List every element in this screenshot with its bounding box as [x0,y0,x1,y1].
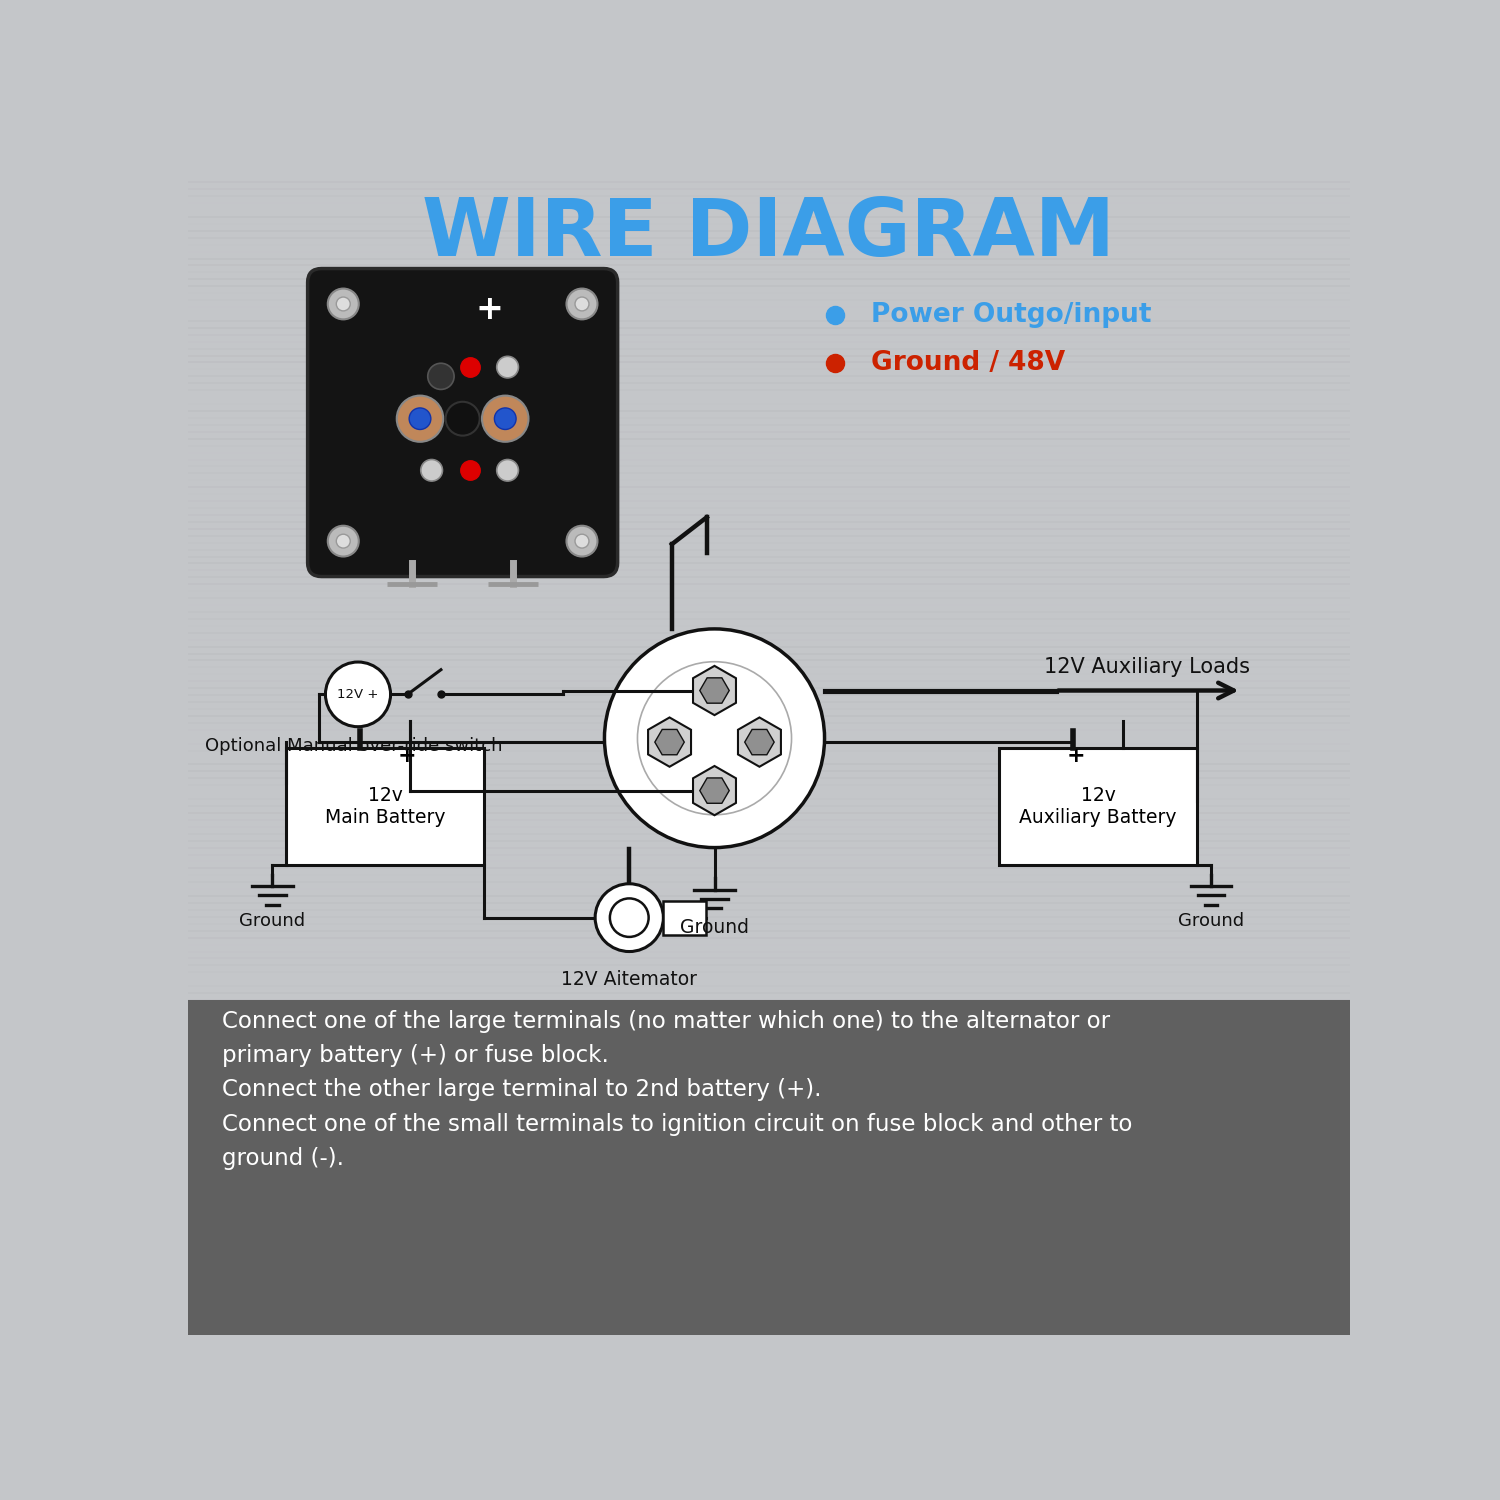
Text: Ground: Ground [240,912,306,930]
Bar [663,900,706,934]
Text: +: + [476,292,504,326]
Text: 12V Aitemator: 12V Aitemator [561,970,698,988]
Circle shape [604,628,825,848]
Text: 12v
Auxiliary Battery: 12v Auxiliary Battery [1020,786,1178,828]
Text: Power Outgo/input: Power Outgo/input [871,302,1152,328]
Polygon shape [693,666,736,716]
Circle shape [427,363,454,390]
Circle shape [422,459,442,482]
Bar [999,748,1197,866]
Circle shape [446,402,480,435]
Circle shape [336,534,350,548]
Text: Optional Manual over-ride switch: Optional Manual over-ride switch [204,736,502,754]
Bar [188,1000,1350,1335]
Polygon shape [744,729,774,754]
Circle shape [336,297,350,310]
Circle shape [495,408,516,429]
Circle shape [574,297,590,310]
Polygon shape [693,766,736,816]
Circle shape [328,525,358,556]
Circle shape [567,525,597,556]
Text: Ground / 48V: Ground / 48V [871,351,1065,376]
Circle shape [482,396,528,442]
Text: 12V +: 12V + [338,688,378,700]
Text: +: + [1066,746,1086,766]
Circle shape [328,288,358,320]
Text: 12v
Main Battery: 12v Main Battery [326,786,446,828]
Text: WIRE DIAGRAM: WIRE DIAGRAM [423,195,1114,273]
Circle shape [396,396,444,442]
Text: Connect one of the large terminals (no matter which one) to the alternator or
pr: Connect one of the large terminals (no m… [222,1010,1132,1170]
Circle shape [496,459,519,482]
Circle shape [574,534,590,548]
Text: 12V Auxiliary Loads: 12V Auxiliary Loads [1044,657,1250,676]
Circle shape [410,408,430,429]
Circle shape [326,662,390,726]
Circle shape [596,884,663,951]
Polygon shape [738,717,782,766]
Text: Ground: Ground [680,918,748,938]
Polygon shape [648,717,692,766]
Polygon shape [700,678,729,703]
Polygon shape [656,729,684,754]
Bar [286,748,484,866]
Circle shape [567,288,597,320]
Circle shape [496,357,519,378]
Text: Ground: Ground [1178,912,1244,930]
FancyBboxPatch shape [308,268,618,576]
Polygon shape [700,778,729,804]
Text: +: + [398,746,416,766]
